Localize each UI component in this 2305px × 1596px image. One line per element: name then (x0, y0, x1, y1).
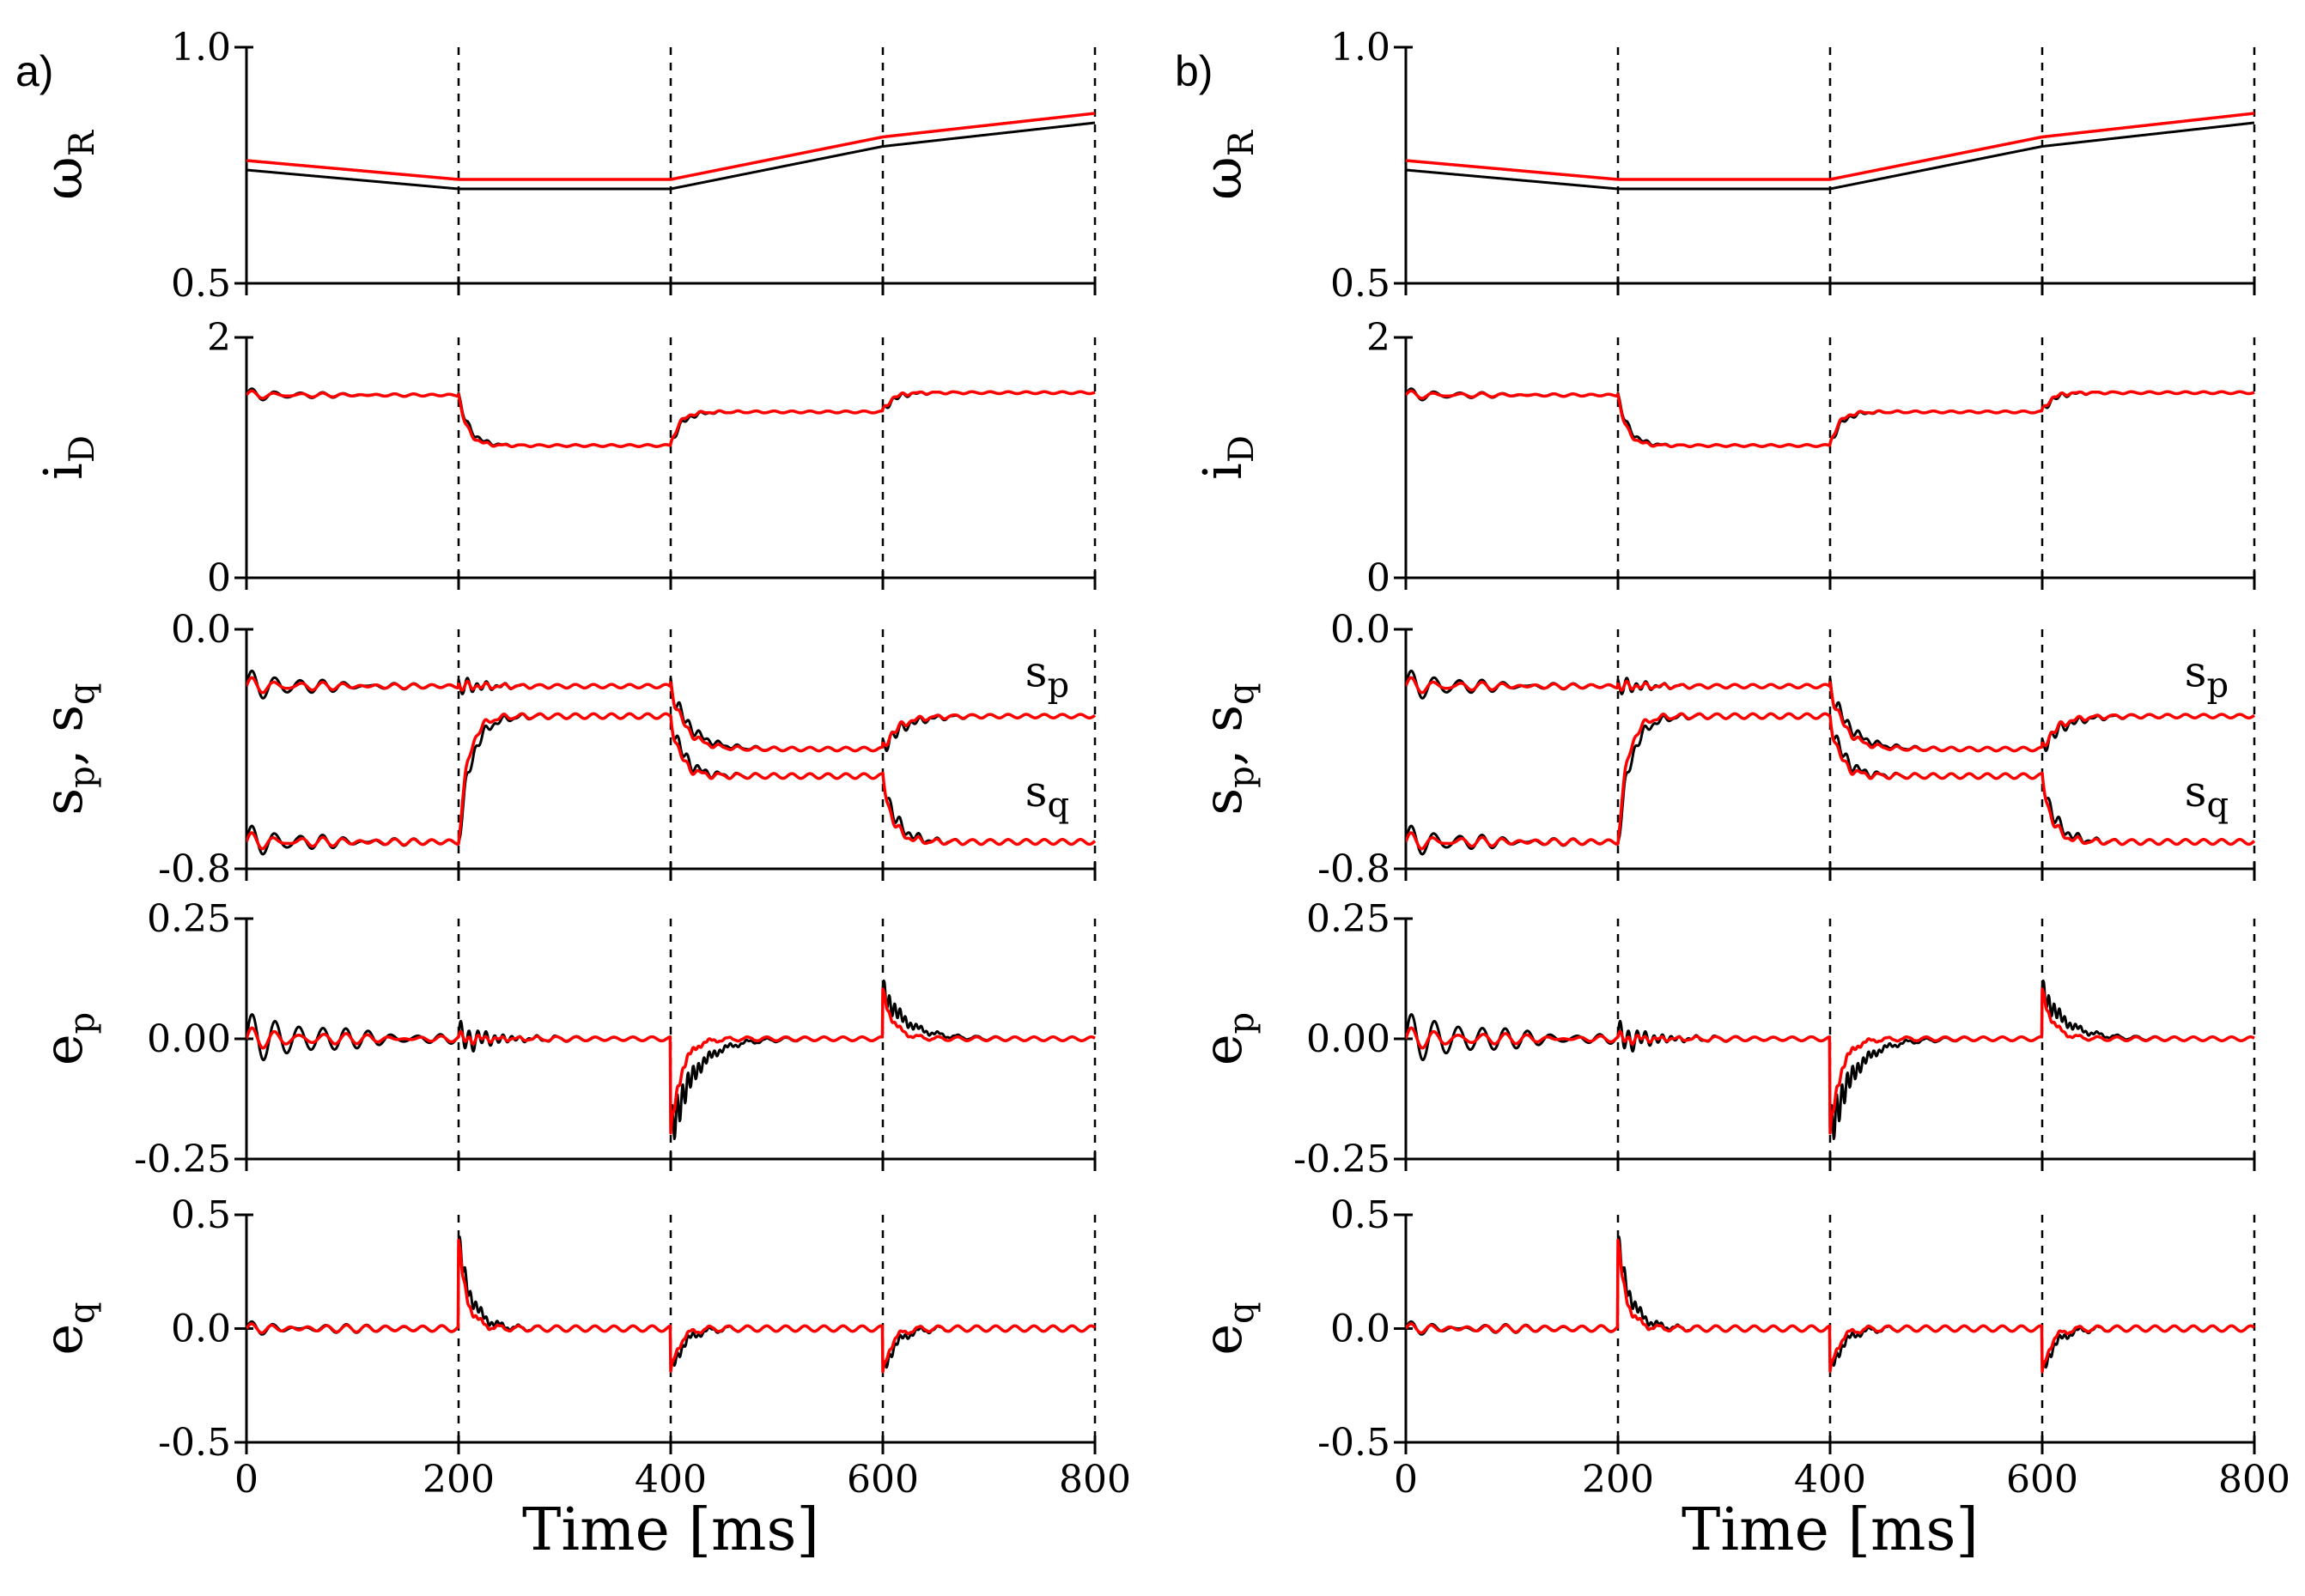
x-tick-label: 800 (1059, 1458, 1131, 1502)
y-tick-label: 0.5 (1330, 262, 1390, 306)
panel-label: a) (15, 47, 53, 95)
x-tick-label: 200 (1582, 1458, 1654, 1502)
subplot-ep: 0.25 0.00 -0.25 ep (1191, 897, 2256, 1181)
y-axis-title: iD (1191, 435, 1262, 480)
x-tick-label: 0 (1394, 1458, 1418, 1502)
series-group (246, 669, 1097, 856)
y-tick-label: 0.00 (147, 1017, 231, 1061)
subplot-eq: 0.5 0.0 -0.5 eq 0 200 400 600 800 Time [ms] (1191, 1193, 2290, 1564)
y-tick-label: 0.0 (1330, 1308, 1390, 1351)
x-tick-label: 400 (635, 1458, 707, 1502)
series-group (246, 1235, 1097, 1374)
series-group (1406, 669, 2256, 856)
y-tick-label: 0.5 (171, 262, 231, 306)
y-tick-label: 2 (1366, 316, 1390, 360)
y-axis-title: ep (1191, 1012, 1262, 1065)
series-annotation-p: sp (2185, 646, 2229, 705)
y-axis-title: sp, sq (32, 683, 102, 815)
y-axis-title: eq (1191, 1302, 1262, 1355)
series-group (1406, 112, 2256, 191)
x-tick-label: 0 (234, 1458, 258, 1502)
y-axis-title: ωR (32, 129, 102, 200)
series-response-omegaR (1406, 121, 2255, 191)
x-tick-label: 800 (2218, 1458, 2290, 1502)
series-annotation-q: sq (2185, 767, 2229, 825)
y-axis-title: iD (32, 435, 102, 480)
y-tick-label: 0.0 (171, 1308, 231, 1351)
y-tick-label: 0.5 (1330, 1193, 1390, 1237)
subplot-eq: 0.5 0.0 -0.5 eq 0 200 400 600 800 Time [ms] (32, 1193, 1131, 1564)
panel-label: b) (1175, 47, 1213, 95)
y-tick-label: 0 (1366, 556, 1390, 600)
y-tick-label: 0.00 (1306, 1017, 1390, 1061)
y-axis-title: sp, sq (1191, 683, 1262, 815)
x-tick-label: 600 (2006, 1458, 2078, 1502)
y-tick-label: -0.5 (1317, 1421, 1390, 1465)
series-reference-ep (1406, 987, 2256, 1135)
subplot-ep: 0.25 0.00 -0.25 ep (32, 897, 1097, 1181)
x-tick-label: 600 (847, 1458, 919, 1502)
y-tick-label: 0.25 (1306, 897, 1390, 941)
series-reference-sq (246, 712, 1097, 851)
y-tick-label: 2 (207, 316, 231, 360)
y-tick-label: 0.25 (147, 897, 231, 941)
y-tick-label: 1.0 (1330, 26, 1390, 70)
y-tick-label: -0.25 (134, 1138, 231, 1181)
series-reference-sq (1406, 712, 2256, 851)
y-axis-title: ep (32, 1012, 102, 1065)
subplot-sp_sq: 0.0 -0.8 sp, sq sp sq (32, 608, 1097, 891)
series-reference-sp (246, 676, 1097, 753)
series-group (246, 387, 1097, 449)
series-reference-sp (1406, 676, 2256, 753)
series-annotation-q: sq (1025, 767, 1069, 825)
y-tick-label: -0.8 (1317, 847, 1390, 891)
y-axis-title: ωR (1191, 129, 1262, 200)
y-tick-label: 0 (207, 556, 231, 600)
series-group (1406, 979, 2256, 1140)
series-response-omegaR (246, 121, 1096, 191)
series-group (246, 979, 1097, 1140)
y-tick-label: 1.0 (171, 26, 231, 70)
series-group (246, 112, 1097, 191)
x-tick-label: 400 (1794, 1458, 1866, 1502)
x-tick-label: 200 (423, 1458, 495, 1502)
subplot-omegaR: 1.0 0.5 ωR (32, 26, 1097, 306)
y-tick-label: 0.0 (171, 608, 231, 652)
series-reference-iD (1406, 389, 2256, 449)
series-reference-omegaR (246, 112, 1097, 181)
series-reference-ep (246, 987, 1097, 1135)
x-axis-title: Time [ms] (522, 1496, 819, 1564)
x-axis-title: Time [ms] (1682, 1496, 1979, 1564)
y-tick-label: 0.5 (171, 1193, 231, 1237)
series-reference-iD (246, 389, 1097, 449)
series-reference-eq (1406, 1238, 2256, 1374)
series-group (1406, 387, 2256, 449)
y-tick-label: -0.5 (158, 1421, 231, 1465)
y-tick-label: -0.8 (158, 847, 231, 891)
subplot-sp_sq: 0.0 -0.8 sp, sq sp sq (1191, 608, 2256, 891)
series-annotation-p: sp (1025, 646, 1069, 705)
subplot-omegaR: 1.0 0.5 ωR (1191, 26, 2256, 306)
series-group (1406, 1235, 2256, 1374)
subplot-iD: 2 0 iD (32, 316, 1097, 600)
series-reference-omegaR (1406, 112, 2256, 181)
y-axis-title: eq (32, 1302, 102, 1355)
y-tick-label: 0.0 (1330, 608, 1390, 652)
subplot-iD: 2 0 iD (1191, 316, 2256, 600)
series-reference-eq (246, 1238, 1097, 1374)
y-tick-label: -0.25 (1293, 1138, 1390, 1181)
